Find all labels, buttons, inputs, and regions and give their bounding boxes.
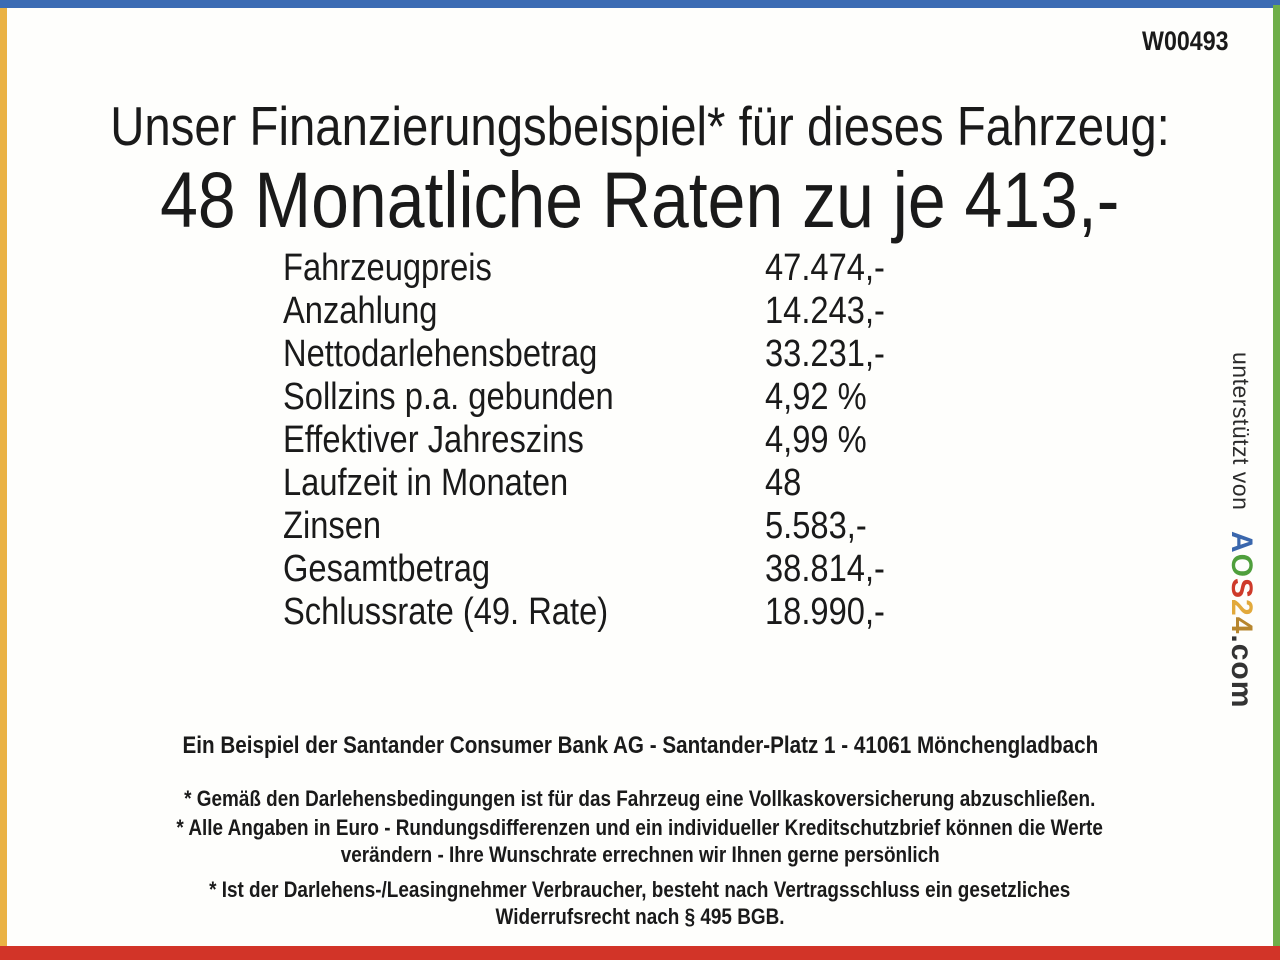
row-label: Effektiver Jahreszins — [283, 419, 584, 461]
footnote-line: * Ist der Darlehens-/Leasingnehmer Verbr… — [209, 877, 1071, 902]
footnote-withdrawal-right: * Ist der Darlehens-/Leasingnehmer Verbr… — [0, 876, 1280, 930]
table-row: Sollzins p.a. gebunden 4,92 % — [283, 376, 1043, 419]
row-label: Schlussrate (49. Rate) — [283, 591, 609, 633]
row-value: 48 — [765, 462, 802, 504]
table-row: Laufzeit in Monaten 48 — [283, 462, 1043, 505]
page-title-text: Unser Finanzierungsbeispiel* für dieses … — [110, 95, 1170, 157]
row-value: 4,99 % — [765, 419, 867, 461]
supporter-prefix: unterstützt von — [1228, 352, 1254, 511]
row-value: 18.990,- — [765, 591, 885, 633]
aos24-letter-s: S — [1225, 578, 1258, 600]
page-subtitle-text: 48 Monatliche Raten zu je 413,- — [160, 155, 1120, 244]
vehicle-code-text: W00493 — [1142, 26, 1229, 56]
frame-border-bottom — [0, 946, 1280, 960]
row-label: Nettodarlehensbetrag — [283, 333, 598, 375]
bank-example-text: Ein Beispiel der Santander Consumer Bank… — [182, 732, 1098, 759]
row-label: Anzahlung — [283, 290, 438, 332]
footnote-line: * Alle Angaben in Euro - Rundungsdiffere… — [176, 815, 1104, 840]
table-row: Gesamtbetrag 38.814,- — [283, 548, 1043, 591]
table-row: Effektiver Jahreszins 4,99 % — [283, 419, 1043, 462]
aos24-letter-4-star: 4 — [1225, 616, 1258, 635]
row-value: 38.814,- — [765, 548, 885, 590]
frame-border-right — [1273, 5, 1280, 947]
table-row: Nettodarlehensbetrag 33.231,- — [283, 333, 1043, 376]
frame-border-top — [0, 0, 1280, 8]
table-row: Zinsen 5.583,- — [283, 505, 1043, 548]
aos24-letter-o: O — [1225, 553, 1258, 579]
row-value: 14.243,- — [765, 290, 885, 332]
footnote-line: Widerrufsrecht nach § 495 BGB. — [495, 904, 785, 929]
row-label: Zinsen — [283, 505, 382, 547]
aos24-letter-2: 2 — [1225, 599, 1258, 617]
row-value: 47.474,- — [765, 247, 885, 289]
footnote-line: * Gemäß den Darlehensbedingungen ist für… — [184, 786, 1096, 811]
row-value: 33.231,- — [765, 333, 885, 375]
row-value: 5.583,- — [765, 505, 867, 547]
aos24-domain-suffix: .com — [1225, 634, 1258, 709]
page-title: Unser Finanzierungsbeispiel* für dieses … — [0, 96, 1280, 156]
table-row: Fahrzeugpreis 47.474,- — [283, 247, 1043, 290]
vehicle-code-badge: W00493 — [1135, 26, 1236, 57]
supporter-vertical-text: unterstützt von AOS24.com — [1224, 352, 1258, 732]
row-label: Laufzeit in Monaten — [283, 462, 569, 504]
row-label: Gesamtbetrag — [283, 548, 491, 590]
row-label: Fahrzeugpreis — [283, 247, 492, 289]
financing-table: Fahrzeugpreis 47.474,- Anzahlung 14.243,… — [283, 247, 1043, 634]
bank-example-line: Ein Beispiel der Santander Consumer Bank… — [0, 732, 1280, 760]
table-row: Anzahlung 14.243,- — [283, 290, 1043, 333]
page-subtitle-rate: 48 Monatliche Raten zu je 413,- — [0, 158, 1280, 242]
table-row: Schlussrate (49. Rate) 18.990,- — [283, 591, 1043, 634]
footnote-line: verändern - Ihre Wunschrate errechnen wi… — [340, 842, 940, 867]
aos24-letter-a: A — [1225, 531, 1258, 554]
footnote-insurance: * Gemäß den Darlehensbedingungen ist für… — [0, 785, 1280, 812]
aos24-logo: AOS24.com — [1225, 531, 1258, 708]
footnote-euro-rounding: * Alle Angaben in Euro - Rundungsdiffere… — [0, 814, 1280, 868]
row-label: Sollzins p.a. gebunden — [283, 376, 614, 418]
frame-border-left — [0, 7, 7, 947]
row-value: 4,92 % — [765, 376, 867, 418]
